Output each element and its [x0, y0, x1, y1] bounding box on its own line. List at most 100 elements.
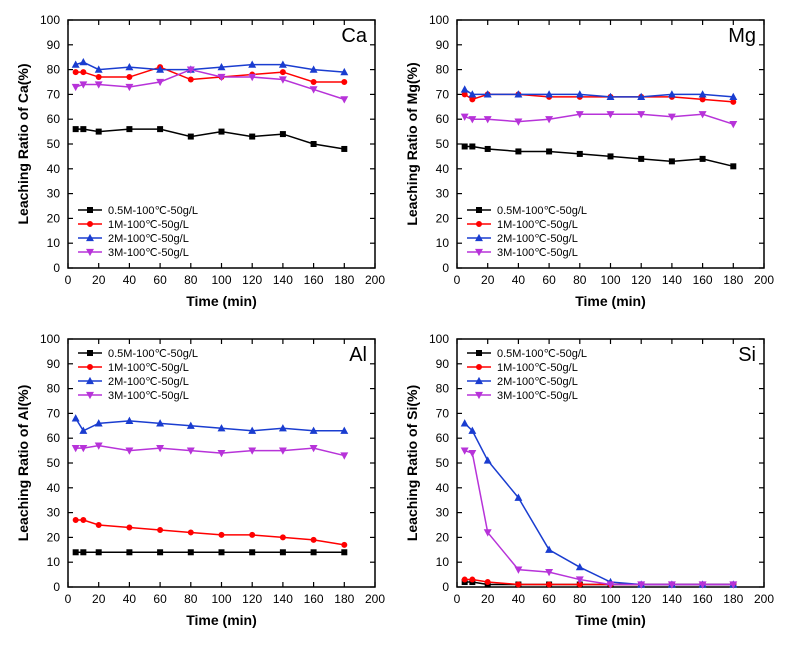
svg-text:3M-100℃-50g/L: 3M-100℃-50g/L [108, 247, 189, 259]
svg-text:0: 0 [454, 592, 461, 606]
svg-text:0: 0 [442, 261, 449, 275]
svg-text:0.5M-100℃-50g/L: 0.5M-100℃-50g/L [497, 205, 587, 217]
svg-text:60: 60 [47, 431, 61, 445]
svg-text:1M-100℃-50g/L: 1M-100℃-50g/L [108, 219, 189, 231]
svg-text:90: 90 [47, 38, 61, 52]
svg-text:20: 20 [47, 530, 61, 544]
svg-text:0: 0 [454, 273, 461, 287]
svg-text:30: 30 [436, 187, 450, 201]
svg-text:160: 160 [304, 592, 324, 606]
svg-text:200: 200 [754, 592, 774, 606]
svg-text:0: 0 [53, 580, 60, 594]
svg-text:0.5M-100℃-50g/L: 0.5M-100℃-50g/L [108, 348, 198, 360]
svg-text:80: 80 [436, 63, 450, 77]
svg-text:140: 140 [662, 273, 682, 287]
svg-text:50: 50 [436, 137, 450, 151]
svg-text:Mg: Mg [728, 25, 756, 47]
svg-text:80: 80 [184, 592, 198, 606]
svg-text:1M-100℃-50g/L: 1M-100℃-50g/L [108, 362, 189, 374]
svg-text:10: 10 [47, 236, 61, 250]
svg-text:180: 180 [334, 273, 354, 287]
svg-text:20: 20 [47, 211, 61, 225]
svg-text:200: 200 [754, 273, 774, 287]
svg-text:70: 70 [47, 87, 61, 101]
svg-text:80: 80 [436, 381, 450, 395]
panel-si: 0204060801001201401601802000102030405060… [399, 329, 776, 636]
svg-text:1M-100℃-50g/L: 1M-100℃-50g/L [497, 362, 578, 374]
svg-text:100: 100 [429, 13, 449, 27]
svg-text:160: 160 [304, 273, 324, 287]
svg-text:100: 100 [211, 592, 231, 606]
svg-text:120: 120 [242, 273, 262, 287]
svg-text:70: 70 [436, 406, 450, 420]
svg-text:40: 40 [123, 273, 137, 287]
svg-text:Ca: Ca [341, 25, 367, 47]
svg-text:20: 20 [481, 592, 495, 606]
svg-text:120: 120 [631, 273, 651, 287]
svg-text:180: 180 [334, 592, 354, 606]
svg-text:50: 50 [436, 456, 450, 470]
svg-text:50: 50 [47, 456, 61, 470]
svg-text:2M-100℃-50g/L: 2M-100℃-50g/L [497, 233, 578, 245]
svg-text:30: 30 [436, 505, 450, 519]
svg-text:Leaching Ratio of Al(%): Leaching Ratio of Al(%) [15, 384, 31, 541]
svg-text:80: 80 [47, 63, 61, 77]
svg-text:80: 80 [47, 381, 61, 395]
svg-text:20: 20 [92, 592, 106, 606]
svg-text:20: 20 [436, 530, 450, 544]
svg-text:Time (min): Time (min) [186, 612, 257, 628]
svg-text:20: 20 [436, 211, 450, 225]
svg-text:40: 40 [47, 480, 61, 494]
svg-text:40: 40 [512, 273, 526, 287]
svg-text:60: 60 [436, 431, 450, 445]
svg-text:120: 120 [242, 592, 262, 606]
svg-text:Si: Si [738, 344, 756, 366]
svg-text:90: 90 [436, 38, 450, 52]
panel-al: 0204060801001201401601802000102030405060… [10, 329, 387, 636]
svg-text:60: 60 [542, 592, 556, 606]
svg-text:120: 120 [631, 592, 651, 606]
svg-text:20: 20 [481, 273, 495, 287]
svg-text:Al: Al [349, 344, 367, 366]
svg-text:90: 90 [436, 356, 450, 370]
svg-text:2M-100℃-50g/L: 2M-100℃-50g/L [108, 376, 189, 388]
svg-text:0.5M-100℃-50g/L: 0.5M-100℃-50g/L [497, 348, 587, 360]
svg-text:40: 40 [436, 480, 450, 494]
svg-text:180: 180 [723, 273, 743, 287]
svg-text:3M-100℃-50g/L: 3M-100℃-50g/L [108, 390, 189, 402]
svg-text:40: 40 [123, 592, 137, 606]
svg-text:60: 60 [542, 273, 556, 287]
svg-text:3M-100℃-50g/L: 3M-100℃-50g/L [497, 247, 578, 259]
svg-text:100: 100 [429, 332, 449, 346]
svg-text:100: 100 [600, 273, 620, 287]
svg-text:40: 40 [512, 592, 526, 606]
svg-text:100: 100 [40, 13, 60, 27]
svg-text:90: 90 [47, 356, 61, 370]
svg-text:70: 70 [47, 406, 61, 420]
svg-text:160: 160 [693, 273, 713, 287]
svg-text:180: 180 [723, 592, 743, 606]
svg-text:Time (min): Time (min) [186, 293, 257, 309]
svg-text:140: 140 [662, 592, 682, 606]
svg-text:100: 100 [211, 273, 231, 287]
svg-text:Time (min): Time (min) [575, 293, 646, 309]
svg-text:3M-100℃-50g/L: 3M-100℃-50g/L [497, 390, 578, 402]
svg-text:10: 10 [436, 236, 450, 250]
svg-text:0: 0 [65, 592, 72, 606]
svg-text:160: 160 [693, 592, 713, 606]
svg-text:60: 60 [153, 273, 167, 287]
svg-text:80: 80 [573, 273, 587, 287]
svg-text:0: 0 [65, 273, 72, 287]
svg-text:Leaching Ratio of Si(%): Leaching Ratio of Si(%) [404, 384, 420, 540]
svg-text:Leaching Ratio of Mg(%): Leaching Ratio of Mg(%) [404, 62, 420, 225]
svg-text:100: 100 [40, 332, 60, 346]
panel-mg: 0204060801001201401601802000102030405060… [399, 10, 776, 317]
svg-text:80: 80 [184, 273, 198, 287]
svg-text:60: 60 [47, 112, 61, 126]
panel-ca: 0204060801001201401601802000102030405060… [10, 10, 387, 317]
chart-grid: 0204060801001201401601802000102030405060… [10, 10, 776, 635]
svg-text:60: 60 [153, 592, 167, 606]
svg-text:1M-100℃-50g/L: 1M-100℃-50g/L [497, 219, 578, 231]
svg-text:140: 140 [273, 592, 293, 606]
svg-text:200: 200 [365, 592, 385, 606]
